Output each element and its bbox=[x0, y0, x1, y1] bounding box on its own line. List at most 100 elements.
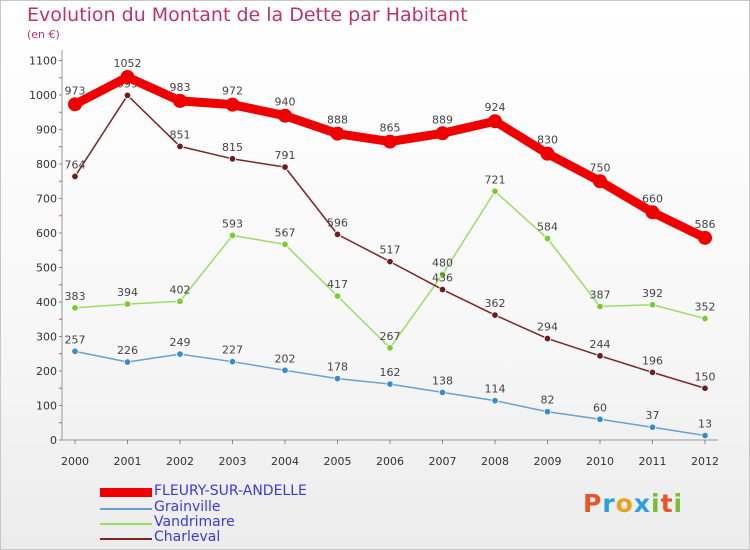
data-label: 178 bbox=[327, 361, 348, 374]
data-label: 138 bbox=[432, 374, 453, 387]
legend-swatch bbox=[100, 523, 152, 525]
data-point bbox=[438, 388, 447, 397]
legend-label: FLEURY-SUR-ANDELLE bbox=[154, 483, 307, 499]
data-label: 791 bbox=[275, 149, 296, 162]
data-label: 983 bbox=[170, 81, 191, 94]
data-point bbox=[488, 114, 502, 129]
data-point bbox=[701, 314, 709, 323]
data-point bbox=[123, 91, 132, 100]
y-tick-label: 1100 bbox=[29, 55, 57, 68]
logo-letter: i bbox=[673, 489, 684, 518]
data-label: 593 bbox=[222, 217, 243, 230]
y-tick-label: 300 bbox=[36, 331, 57, 344]
logo-letter: o bbox=[615, 489, 634, 518]
x-tick-label: 2004 bbox=[271, 455, 299, 468]
data-point bbox=[123, 358, 132, 366]
series-line-grainville bbox=[74, 350, 706, 437]
x-tick-label: 2007 bbox=[429, 455, 457, 468]
y-tick-label: 200 bbox=[36, 365, 57, 378]
legend-swatch bbox=[100, 508, 152, 510]
data-label: 888 bbox=[327, 114, 348, 127]
series-line-vandrimare bbox=[74, 190, 706, 349]
data-label: 940 bbox=[275, 96, 296, 109]
y-tick-label: 900 bbox=[36, 124, 57, 137]
data-point bbox=[228, 231, 237, 240]
logo-letter: t bbox=[660, 489, 674, 518]
y-tick-label: 100 bbox=[36, 400, 57, 413]
data-label: 226 bbox=[117, 344, 138, 357]
data-label: 851 bbox=[170, 128, 191, 141]
data-label: 392 bbox=[642, 287, 663, 300]
chart-title: Evolution du Montant de la Dette par Hab… bbox=[27, 4, 468, 26]
data-label: 162 bbox=[380, 366, 401, 379]
y-tick-label: 600 bbox=[36, 227, 57, 240]
series-line-fleury-sur-andelle bbox=[70, 72, 710, 243]
data-label: 202 bbox=[275, 352, 296, 365]
data-point bbox=[386, 380, 394, 388]
data-label: 257 bbox=[65, 333, 86, 346]
data-point bbox=[176, 350, 184, 358]
data-point bbox=[278, 108, 292, 123]
data-point bbox=[543, 234, 552, 243]
data-point bbox=[333, 374, 342, 383]
data-point bbox=[176, 297, 184, 306]
data-point bbox=[383, 134, 397, 149]
x-tick-label: 2012 bbox=[691, 455, 719, 468]
data-point bbox=[593, 174, 607, 189]
logo-letter: x bbox=[633, 489, 651, 518]
data-label: 517 bbox=[380, 244, 401, 257]
data-point bbox=[596, 415, 604, 423]
logo-letter: i bbox=[651, 489, 661, 518]
data-label: 394 bbox=[117, 286, 138, 299]
data-point bbox=[645, 205, 660, 220]
data-point bbox=[540, 146, 555, 161]
data-label: 764 bbox=[65, 158, 86, 171]
data-point bbox=[225, 97, 240, 112]
data-label: 924 bbox=[485, 101, 506, 114]
x-tick-label: 2010 bbox=[586, 455, 614, 468]
data-point bbox=[491, 187, 499, 195]
y-tick-label: 1000 bbox=[29, 89, 57, 102]
data-label: 1052 bbox=[114, 57, 142, 70]
data-label: 750 bbox=[590, 161, 611, 174]
data-point bbox=[71, 347, 79, 356]
data-point bbox=[543, 408, 552, 416]
data-point bbox=[123, 300, 132, 308]
data-label: 150 bbox=[695, 370, 716, 383]
data-point bbox=[71, 172, 79, 181]
data-point bbox=[596, 352, 604, 360]
x-tick-label: 2002 bbox=[166, 455, 194, 468]
data-point bbox=[438, 285, 447, 294]
data-point bbox=[698, 230, 712, 245]
chart-subtitle: (en €) bbox=[27, 28, 60, 41]
data-point bbox=[120, 70, 135, 85]
data-label: 13 bbox=[698, 418, 712, 431]
x-tick-label: 2000 bbox=[61, 455, 89, 468]
data-label: 721 bbox=[485, 173, 506, 186]
x-tick-label: 2008 bbox=[481, 455, 509, 468]
data-point bbox=[176, 142, 184, 151]
data-point bbox=[596, 302, 604, 311]
data-label: 972 bbox=[222, 85, 243, 98]
data-label: 37 bbox=[646, 409, 660, 422]
y-tick-label: 0 bbox=[50, 434, 57, 447]
data-label: 402 bbox=[170, 283, 191, 296]
data-point bbox=[173, 93, 187, 108]
data-label: 196 bbox=[642, 354, 663, 367]
data-point bbox=[648, 301, 657, 309]
y-tick-label: 500 bbox=[36, 262, 57, 275]
x-tick-label: 2003 bbox=[219, 455, 247, 468]
data-point bbox=[228, 155, 237, 163]
legend-label: Vandrimare bbox=[154, 514, 235, 530]
x-tick-label: 2011 bbox=[639, 455, 667, 468]
data-label: 480 bbox=[432, 256, 453, 269]
data-label: 596 bbox=[327, 216, 348, 229]
data-label: 362 bbox=[485, 297, 506, 310]
data-point bbox=[71, 304, 79, 312]
y-tick-label: 400 bbox=[36, 296, 57, 309]
data-label: 973 bbox=[65, 84, 86, 97]
data-label: 889 bbox=[432, 113, 453, 126]
data-point bbox=[281, 240, 289, 249]
data-point bbox=[648, 423, 657, 431]
